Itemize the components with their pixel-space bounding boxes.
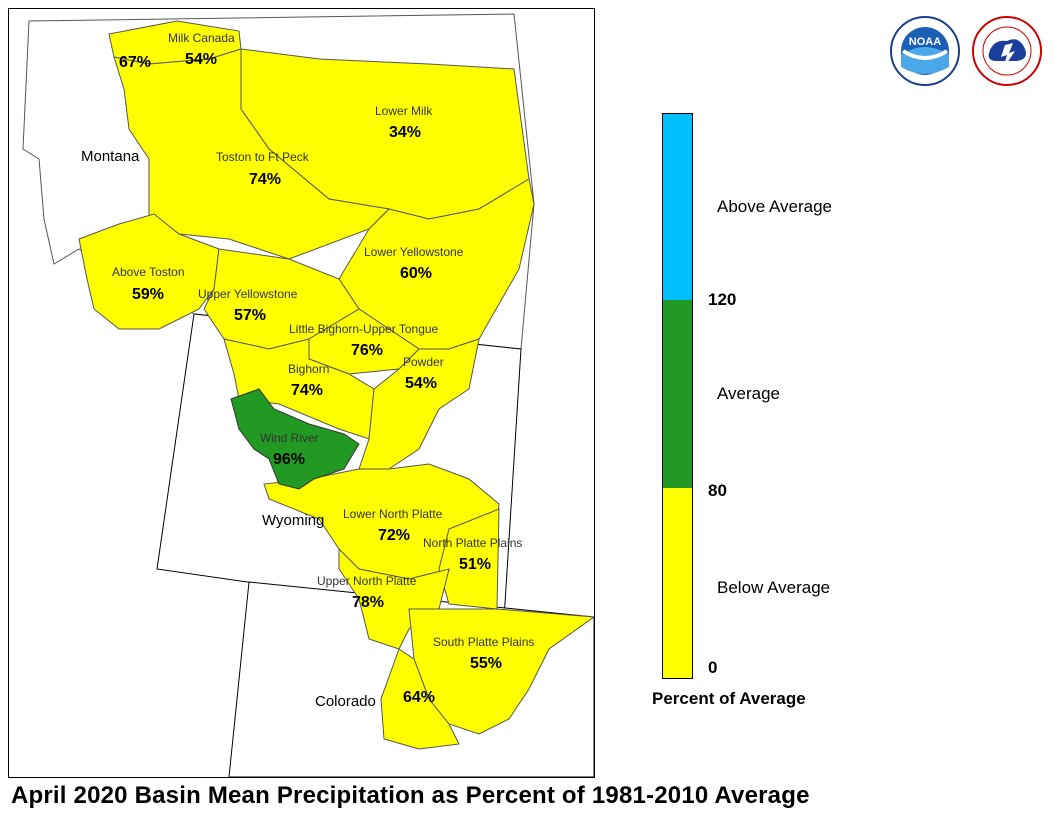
basin-name-milk-canada: Milk Canada	[168, 31, 235, 45]
basin-pct-toston-ft-peck: 74%	[249, 171, 281, 188]
state-label-montana: Montana	[81, 148, 140, 165]
legend-label-below-average: Below Average	[717, 578, 831, 597]
basin-south-platte-mountains	[380, 648, 460, 750]
basin-name-upper-yellowstone: Upper Yellowstone	[198, 287, 298, 301]
basin-above-toston	[78, 213, 220, 330]
basin-name-lower-yellowstone: Lower Yellowstone	[364, 245, 464, 259]
basin-pct-above-toston: 59%	[132, 286, 164, 303]
basin-pct-lower-yellowstone: 60%	[400, 265, 432, 282]
basin-wind-river	[230, 388, 360, 490]
basin-name-little-bighorn: Little Bighorn-Upper Tongue	[289, 322, 439, 336]
basin-name-lower-milk: Lower Milk	[375, 104, 433, 118]
basin-north-platte-plains	[438, 508, 500, 610]
color-legend-bar	[662, 113, 693, 679]
map-caption: April 2020 Basin Mean Precipitation as P…	[11, 782, 810, 809]
legend-tick-0: 0	[708, 658, 718, 677]
basin-pct-lower-north-platte: 72%	[378, 527, 410, 544]
legend-label-above-average: Above Average	[717, 197, 832, 216]
basin-pct-little-bighorn: 76%	[351, 342, 383, 359]
legend-title: Percent of Average	[652, 689, 806, 708]
basin-name-toston-ft-peck: Toston to Ft Peck	[216, 150, 310, 164]
basin-map: Montana Wyoming Colorado Milk Canada 54%…	[8, 8, 595, 778]
noaa-logo: NOAA	[889, 15, 961, 87]
basin-pct-milk-west: 67%	[119, 54, 151, 71]
basin-pct-upper-north-platte: 78%	[352, 594, 384, 611]
basin-pct-north-platte-plains: 51%	[459, 556, 491, 573]
basin-name-bighorn: Bighorn	[288, 362, 329, 376]
basin-name-lower-north-platte: Lower North Platte	[343, 507, 443, 521]
basin-name-south-platte-plains: South Platte Plains	[433, 635, 534, 649]
legend-tick-80: 80	[708, 481, 727, 500]
state-label-colorado: Colorado	[315, 693, 376, 710]
basin-pct-wind-river: 96%	[273, 451, 305, 468]
legend-tick-120: 120	[708, 290, 737, 309]
basin-name-north-platte-plains: North Platte Plains	[423, 536, 522, 550]
basin-name-wind-river: Wind River	[260, 431, 319, 445]
basin-name-upper-north-platte: Upper North Platte	[317, 574, 417, 588]
basin-pct-milk-canada: 54%	[185, 51, 217, 68]
map-canvas: Montana Wyoming Colorado Milk Canada 54%…	[22, 13, 594, 777]
basin-pct-south-platte-plains: 55%	[470, 655, 502, 672]
basin-upper-north-platte	[338, 547, 450, 650]
legend-label-average: Average	[717, 384, 781, 403]
state-label-wyoming: Wyoming	[262, 512, 324, 529]
basin-powder	[358, 338, 480, 470]
basin-pct-powder: 54%	[405, 375, 437, 392]
basin-pct-bighorn: 74%	[291, 382, 323, 399]
basin-pct-upper-yellowstone: 57%	[234, 307, 266, 324]
noaa-logo-text: NOAA	[909, 36, 941, 48]
nws-logo	[971, 15, 1043, 87]
basin-name-above-toston: Above Toston	[112, 265, 185, 279]
legend-below-average-swatch	[663, 488, 692, 678]
basin-pct-lower-milk: 34%	[389, 124, 421, 141]
legend-average-swatch	[663, 300, 692, 488]
basin-pct-south-platte-mountains: 64%	[403, 689, 435, 706]
legend-above-average-swatch	[663, 114, 692, 300]
basin-name-powder: Powder	[403, 355, 444, 369]
